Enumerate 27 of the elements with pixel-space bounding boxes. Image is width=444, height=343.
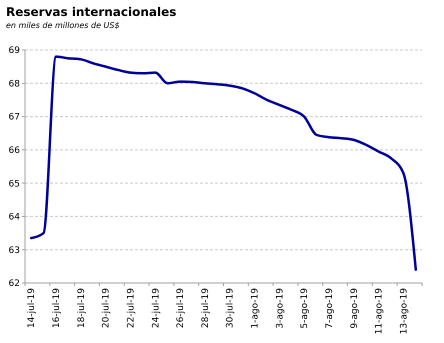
y-tick-label: 62 (8, 279, 20, 290)
x-tick-label: 11-ago-19 (374, 288, 385, 334)
line-series (30, 55, 418, 271)
y-tick-label: 69 (8, 46, 20, 56)
x-tick-label: 20-jul-19 (102, 288, 112, 328)
x-tick-label: 18-jul-19 (76, 288, 87, 328)
x-tick-label: 5-ago-19 (300, 288, 310, 329)
chart-title: Reservas internacionales (6, 5, 176, 19)
x-tick-label: 16-jul-19 (52, 288, 62, 328)
y-tick-label: 68 (8, 79, 20, 90)
y-tick-label: 66 (8, 146, 20, 156)
x-tick-label: 24-jul-19 (151, 288, 162, 328)
y-tick-label: 63 (8, 246, 20, 256)
y-tick-label: 65 (8, 179, 20, 190)
y-tick-label: 67 (8, 112, 20, 123)
x-tick-label: 1-ago-19 (250, 288, 261, 329)
x-tick-label: 3-ago-19 (275, 288, 286, 329)
x-tick-label: 30-jul-19 (226, 288, 236, 328)
x-tick-label: 7-ago-19 (324, 288, 335, 329)
y-tick-label: 64 (8, 212, 20, 223)
x-tick-label: 13-ago-19 (399, 288, 410, 334)
chart-subtitle: en miles de millones de US$ (6, 21, 120, 30)
x-tick-label: 22-jul-19 (126, 288, 136, 328)
x-tick-label: 28-jul-19 (200, 288, 211, 328)
x-tick-label: 26-jul-19 (176, 288, 186, 328)
x-tick-label: 9-ago-19 (350, 288, 360, 329)
x-tick-label: 14-jul-19 (27, 288, 38, 328)
